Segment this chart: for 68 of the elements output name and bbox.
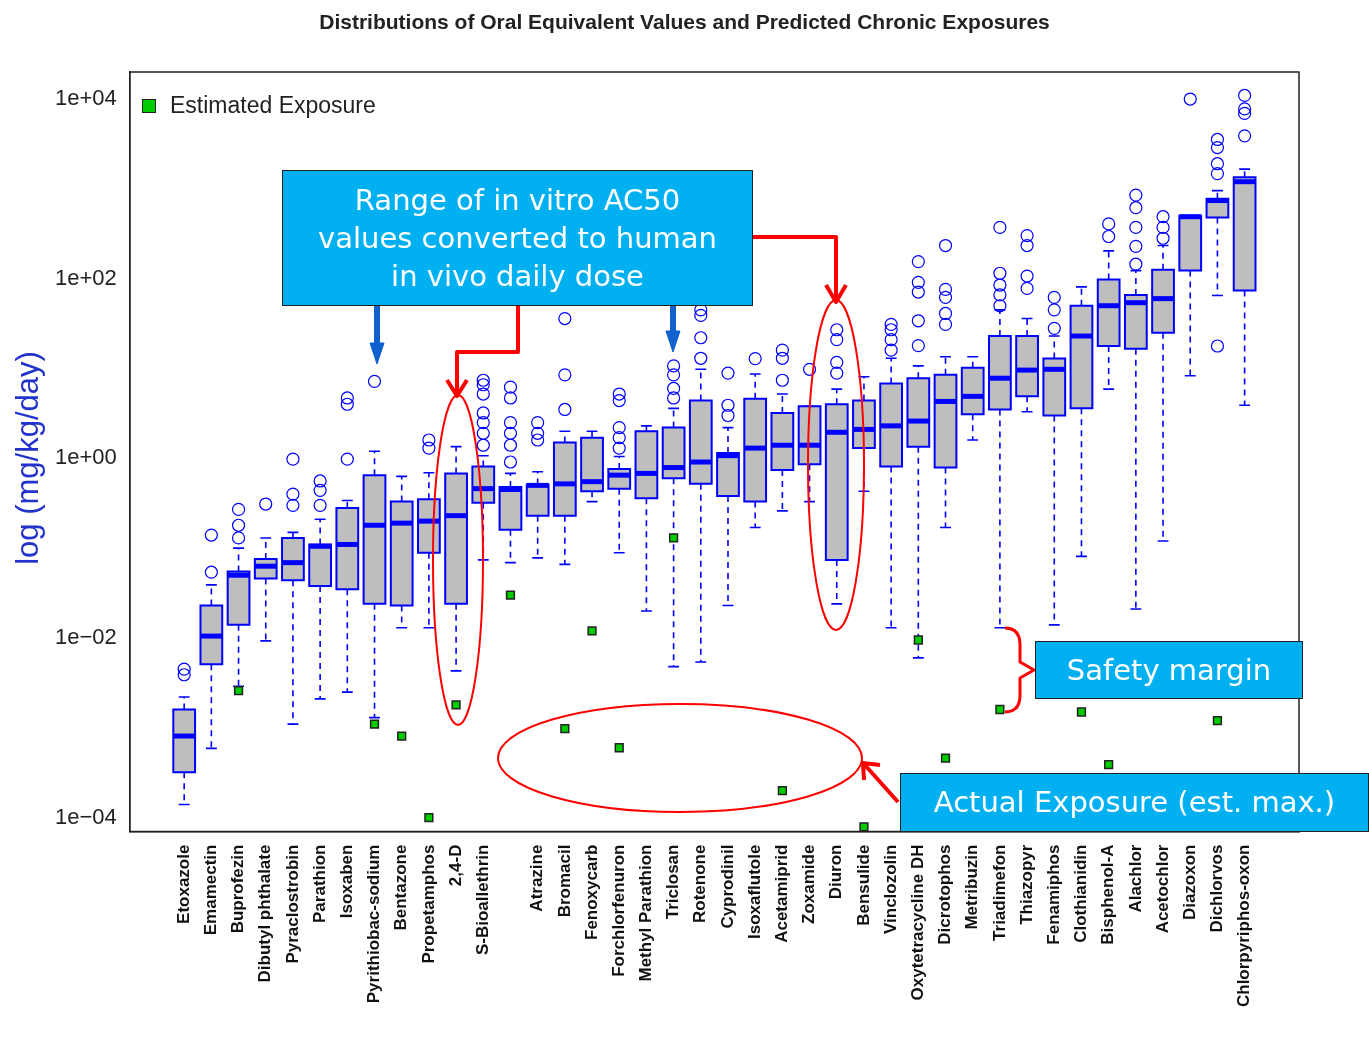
- x-tick-label: Acetochlor: [1152, 844, 1172, 934]
- x-tick-label: Propetamphos: [418, 844, 438, 964]
- annotation: Range of in vitro AC50 values converted to human in vivo daily dose: [282, 170, 753, 306]
- y-axis-title: log (mg/kg/day): [10, 350, 46, 567]
- point: [995, 704, 1005, 715]
- x-tick-label: Bromacil: [554, 844, 574, 918]
- x-tick-label: Dicrotophos: [935, 844, 955, 945]
- x-tick-label: Forchlorfenuron: [608, 844, 628, 977]
- x-tick-label: 2,4-D: [445, 844, 465, 887]
- x-tick-label: Bentazone: [391, 844, 411, 931]
- x-tick-label: Isoxaben: [337, 844, 356, 919]
- point: [940, 753, 951, 763]
- legend-label: Estimated Exposure: [170, 92, 376, 119]
- point: [777, 785, 788, 796]
- point: [859, 822, 869, 832]
- x-tick-label: Zoxamide: [799, 844, 819, 924]
- point: [233, 685, 244, 696]
- point: [1104, 759, 1114, 770]
- annotation: Actual Exposure (est. max.): [900, 773, 1369, 832]
- point: [587, 626, 597, 636]
- x-tick-label: Parathion: [309, 844, 329, 923]
- x-tick-label: Atrazine: [527, 844, 547, 912]
- x-tick-label: Thiazopyr: [1016, 844, 1036, 925]
- x-tick-label: Cyprodinil: [717, 844, 737, 929]
- x-tick-label: Metribuzin: [962, 844, 982, 930]
- x-tick-label: Methyl Parathion: [636, 844, 656, 982]
- x-tick-label: Clothianidin: [1071, 844, 1091, 943]
- x-tick-label: Diuron: [826, 844, 846, 900]
- x-tick-label: Fenamiphos: [1043, 844, 1063, 945]
- point: [424, 813, 434, 823]
- x-tick-label: Triclosan: [663, 844, 683, 920]
- point: [451, 700, 461, 710]
- point: [668, 533, 679, 543]
- chart-title: Distributions of Oral Equivalent Values and Predicted Chronic Exposures: [318, 10, 1051, 34]
- point: [369, 719, 380, 729]
- annotation: Safety margin: [1035, 641, 1303, 699]
- point: [397, 731, 407, 741]
- y-tick-label: 1e+00: [54, 444, 117, 470]
- x-tick-label: Isoxaflutole: [744, 844, 764, 940]
- point: [1076, 707, 1087, 717]
- x-tick-label: Bisphenol-A: [1098, 844, 1118, 945]
- x-tick-label: Fenoxycarb: [581, 844, 601, 940]
- x-tick-label: Vinclozolin: [880, 844, 900, 934]
- x-tick-label: Etoxazole: [173, 844, 193, 924]
- x-tick-label: Diazoxon: [1179, 844, 1199, 921]
- x-tick-label: Acetamiprid: [772, 844, 792, 943]
- y-tick-label: 1e+04: [54, 85, 117, 111]
- point: [560, 723, 570, 734]
- x-tick-label: Bensulide: [853, 844, 873, 926]
- y-tick-label: 1e−04: [54, 803, 117, 829]
- x-tick-label: Buprofezin: [228, 844, 248, 934]
- point: [614, 743, 624, 753]
- x-tick-label: Alachlor: [1125, 844, 1145, 913]
- x-tick-label: Emamectin: [201, 844, 221, 936]
- x-tick-label: S-Bioallethrin: [472, 844, 492, 956]
- point: [913, 635, 923, 645]
- x-tick-label: Dichlorvos: [1207, 844, 1227, 933]
- x-tick-label: Pyrithiobac-sodium: [364, 844, 384, 1004]
- x-tick-label: Rotenone: [690, 844, 710, 923]
- x-tick-label: Dibutyl phthalate: [255, 844, 275, 983]
- point: [1212, 716, 1223, 726]
- y-tick-label: 1e−02: [54, 624, 117, 650]
- x-tick-label: Pyraclostrobin: [282, 844, 302, 964]
- x-tick-label: Oxytetracycline DH: [908, 844, 928, 1001]
- point: [505, 590, 516, 600]
- y-tick-label: 1e+02: [54, 264, 117, 290]
- x-tick-label: Chlorpyriphos-oxon: [1234, 844, 1254, 1008]
- x-tick-label: Triadimefon: [989, 844, 1009, 941]
